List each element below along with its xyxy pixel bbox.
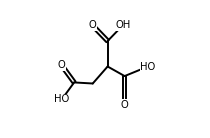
Text: O: O [88,20,96,30]
Text: HO: HO [54,94,69,104]
Text: HO: HO [140,62,156,71]
Text: OH: OH [116,20,131,30]
Text: O: O [58,60,66,70]
Text: O: O [121,100,129,110]
